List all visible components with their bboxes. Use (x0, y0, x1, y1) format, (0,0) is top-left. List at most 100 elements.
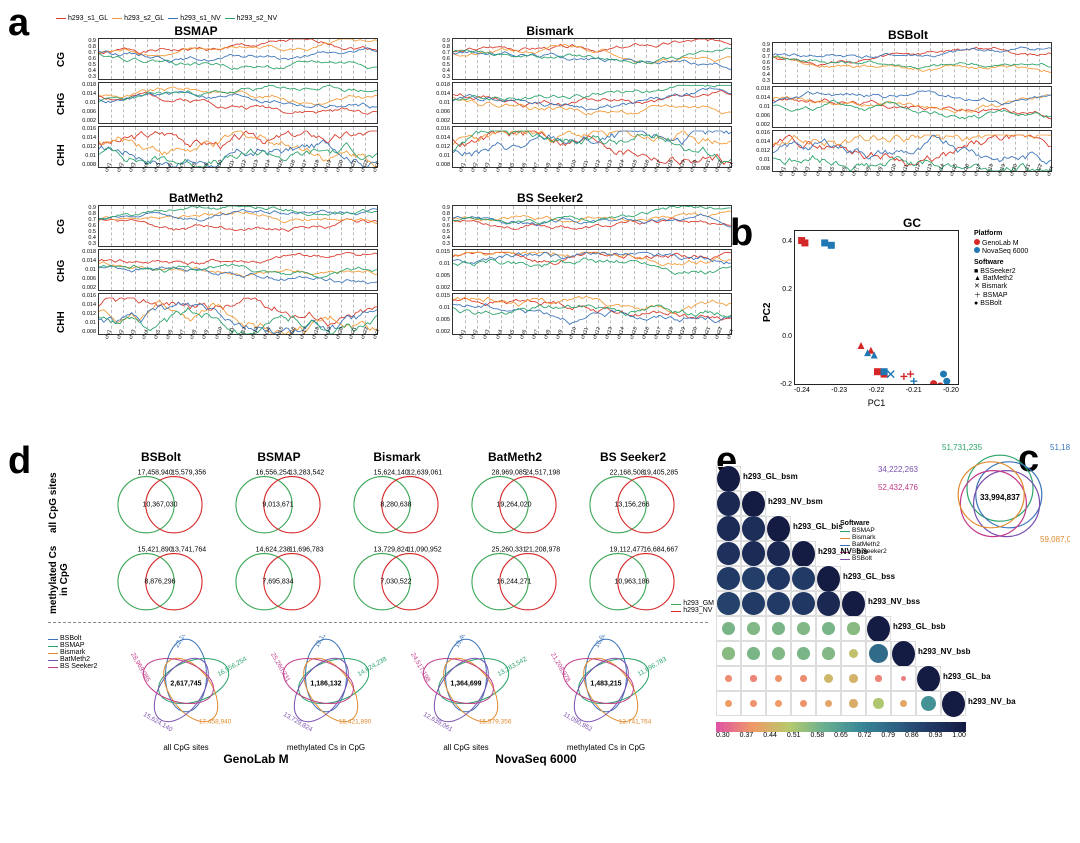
corr-cell (841, 666, 866, 691)
svg-text:12,639,061: 12,639,061 (407, 470, 442, 477)
panel-b-label: b (730, 212, 753, 255)
svg-text:22,168,508: 22,168,508 (610, 470, 645, 477)
methylation-track (452, 293, 732, 335)
legend-item: h293_s1_NV (168, 15, 220, 22)
panel-e: h293_GL_bsmh293_NV_bsmh293_GL_bish293_NV… (716, 466, 986, 739)
legend-item: h293_s2_GL (112, 15, 164, 22)
corr-cell (741, 516, 766, 541)
svg-text:15,624,140: 15,624,140 (142, 711, 174, 734)
corr-label: h293_GL_bsm (743, 472, 798, 481)
corr-cell (716, 666, 741, 691)
corr-cell (716, 591, 741, 616)
svg-text:8,280,638: 8,280,638 (380, 502, 411, 509)
corr-cell (791, 666, 816, 691)
methylation-track (452, 82, 732, 124)
corr-cell (791, 616, 816, 641)
svg-text:15,421,890: 15,421,890 (339, 719, 372, 726)
svg-text:2,617,745: 2,617,745 (170, 681, 201, 688)
svg-text:21,208,978: 21,208,978 (549, 652, 572, 684)
venn-tool-title: BS Seeker2 (574, 450, 692, 464)
svg-text:8,876,296: 8,876,296 (144, 579, 175, 586)
svg-text:16,244,271: 16,244,271 (496, 579, 531, 586)
corr-cell (741, 541, 766, 566)
svg-text:13,741,764: 13,741,764 (619, 719, 652, 726)
corr-cell (716, 691, 741, 716)
context-label: CG (56, 206, 70, 248)
methylation-track (98, 82, 378, 124)
methylation-track (772, 42, 1052, 84)
corr-cell (866, 641, 891, 666)
corr-cell (766, 516, 791, 541)
tool-title: BatMeth2 (56, 191, 336, 205)
corr-cell (741, 591, 766, 616)
panel-b-title: GC (762, 216, 1062, 230)
svg-text:25,260,331: 25,260,331 (492, 547, 527, 554)
pca-scatter (794, 230, 959, 385)
corr-cell (791, 566, 816, 591)
corr-cell (866, 666, 891, 691)
corr-cell (766, 541, 791, 566)
corr-cell (716, 516, 741, 541)
svg-text:14,624,238: 14,624,238 (256, 547, 291, 554)
svg-text:11,090,952: 11,090,952 (407, 547, 442, 554)
five-venn: 19,405,28513,283,54215,579,35612,639,061… (396, 635, 536, 740)
svg-text:10,963,186: 10,963,186 (614, 579, 649, 586)
svg-text:28,969,085: 28,969,085 (129, 652, 152, 684)
context-label: CG (56, 39, 70, 81)
svg-text:13,156,266: 13,156,266 (614, 502, 649, 509)
methylation-track (98, 38, 378, 80)
svg-text:15,624,140: 15,624,140 (374, 470, 409, 477)
corr-cell (716, 616, 741, 641)
svg-text:19,264,020: 19,264,020 (496, 502, 531, 509)
venn-tool-title: Bismark (338, 450, 456, 464)
panel-d: BSBoltBSMAPBismarkBatMeth2BS Seeker2all … (48, 450, 708, 766)
svg-text:15,579,356: 15,579,356 (171, 470, 206, 477)
venn-subtitle: all CpG sites (396, 743, 536, 752)
svg-text:25,260,331: 25,260,331 (269, 652, 292, 684)
venn-pair: 25,260,33121,208,978 16,244,271 (456, 541, 572, 615)
corr-cell (816, 641, 841, 666)
venn-pair: 14,624,23811,696,7837,695,834 (220, 541, 336, 615)
svg-text:13,283,542: 13,283,542 (496, 656, 528, 679)
corr-cell (891, 641, 916, 666)
pc2-label: PC2 (762, 230, 774, 395)
svg-text:9,013,671: 9,013,671 (262, 502, 293, 509)
venn-pair: 17,458,94015,579,35610,367,030 (102, 464, 218, 538)
tool-title: BSBolt (772, 28, 1044, 42)
methylation-track (452, 205, 732, 247)
corr-cell (791, 541, 816, 566)
svg-text:11,090,952: 11,090,952 (562, 711, 594, 733)
corr-label: h293_NV_ba (968, 697, 1016, 706)
svg-text:14,624,238: 14,624,238 (356, 656, 388, 679)
venn-tool-title: BSBolt (102, 450, 220, 464)
svg-text:17,458,940: 17,458,940 (138, 470, 173, 477)
svg-text:24,517,198: 24,517,198 (409, 652, 432, 684)
corr-cell (716, 541, 741, 566)
corr-cell (741, 491, 766, 516)
venn-subtitle: methylated Cs in CpG (536, 743, 676, 752)
corr-label: h293_GL_bss (843, 572, 895, 581)
legend-item: h293_s1_GL (56, 15, 108, 22)
svg-text:59,087,048: 59,087,048 (1040, 535, 1070, 544)
panel-a-legend: h293_s1_GLh293_s2_GLh293_s1_NVh293_s2_NV (56, 14, 726, 22)
venn-pair: 22,168,50819,405,28513,156,266 (574, 464, 690, 538)
tool-title: BS Seeker2 (410, 191, 690, 205)
corr-cell (741, 566, 766, 591)
five-venn: 16,684,66711,696,78313,741,76411,090,952… (536, 635, 676, 740)
svg-text:12,639,061: 12,639,061 (422, 711, 454, 734)
colorbar: 0.300.370.440.510.580.650.720.790.860.93… (716, 722, 986, 739)
methylation-track (772, 130, 1052, 172)
svg-text:19,112,477: 19,112,477 (314, 635, 336, 649)
corr-cell (766, 566, 791, 591)
svg-text:13,741,764: 13,741,764 (171, 547, 206, 554)
panel-b: GC PC2 0.40.20.0-0.2 -0.24-0.23-0.22-0.2… (762, 216, 1062, 416)
methylation-track (772, 86, 1052, 128)
corr-cell (716, 466, 741, 491)
corr-cell (816, 691, 841, 716)
corr-label: h293_GL_bis (793, 522, 843, 531)
svg-text:51,186,885: 51,186,885 (1050, 443, 1070, 452)
corr-cell (766, 691, 791, 716)
svg-text:13,283,542: 13,283,542 (289, 470, 324, 477)
svg-text:19,112,477: 19,112,477 (610, 547, 645, 554)
svg-text:21,208,978: 21,208,978 (525, 547, 560, 554)
